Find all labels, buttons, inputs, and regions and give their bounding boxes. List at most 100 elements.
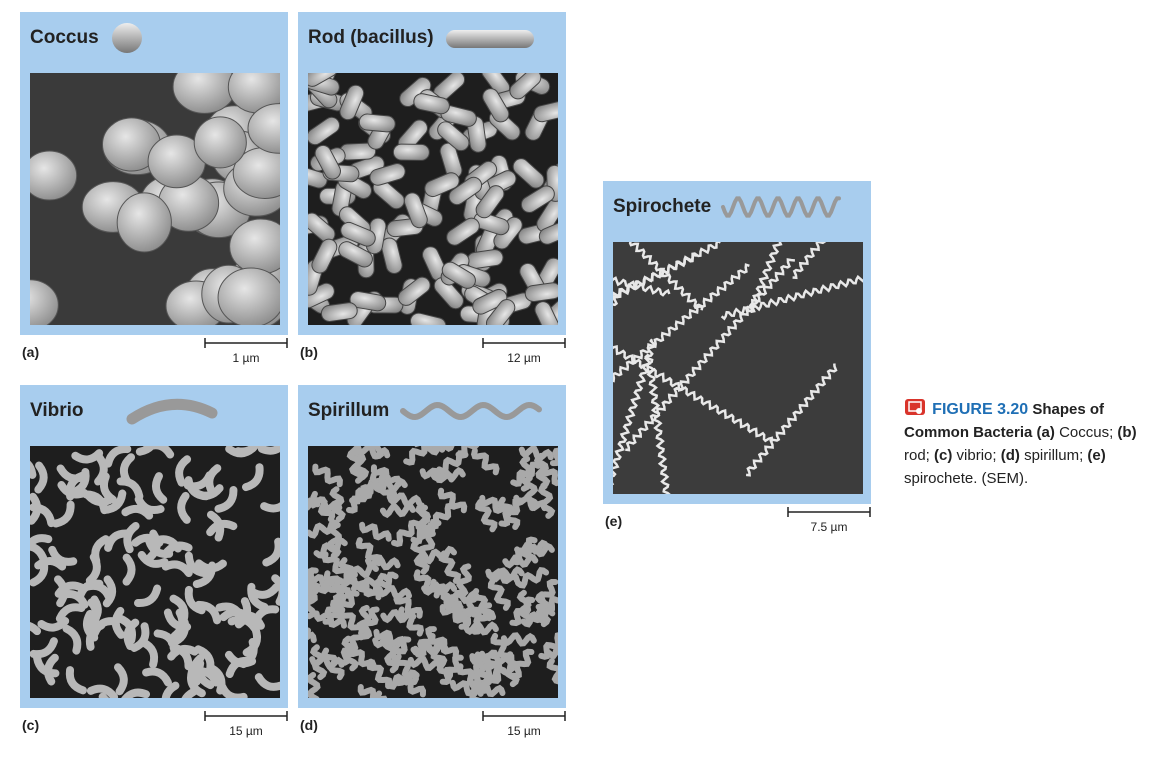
cell <box>262 537 280 567</box>
cell <box>510 648 535 680</box>
panel-letter: (e) <box>605 513 623 529</box>
cell <box>360 472 391 500</box>
cell <box>437 487 468 514</box>
cell <box>121 504 154 520</box>
cell <box>206 510 225 542</box>
cell <box>161 681 180 698</box>
scale-bar <box>787 507 871 517</box>
cell <box>613 345 774 443</box>
cell <box>421 545 457 565</box>
cell <box>369 163 406 186</box>
cell <box>392 143 430 161</box>
shape-icon <box>400 401 543 421</box>
cell <box>397 606 424 637</box>
cell <box>500 632 537 647</box>
panel-letter: (b) <box>300 344 318 360</box>
panel-title: Coccus <box>30 27 99 48</box>
cell <box>123 618 140 651</box>
cell <box>86 684 119 698</box>
scale-bar <box>482 338 566 348</box>
cell <box>321 551 351 579</box>
cell <box>485 659 520 682</box>
cell <box>184 585 206 615</box>
cell <box>424 172 460 198</box>
cell <box>397 276 431 306</box>
cell <box>441 261 476 289</box>
cell <box>217 267 280 325</box>
cell <box>628 242 704 311</box>
cell <box>546 657 558 685</box>
cell <box>308 73 339 87</box>
cell <box>82 490 109 515</box>
cell <box>748 242 783 314</box>
cell <box>380 237 403 274</box>
cell <box>613 263 750 383</box>
cell <box>533 100 558 123</box>
cell <box>792 242 827 280</box>
cell <box>520 185 555 213</box>
cell <box>485 568 520 585</box>
cell <box>116 192 172 253</box>
cell <box>376 585 412 601</box>
caption-letter: (c) <box>934 447 953 464</box>
caption-letter: (e) <box>1087 447 1106 464</box>
panel-title: Spirochete <box>613 196 712 217</box>
panel-letter: (a) <box>22 344 40 360</box>
cell <box>515 566 550 589</box>
cell <box>241 463 264 492</box>
shape-icon <box>111 23 142 53</box>
panel: Spirillum (d) 15 µm <box>298 385 566 745</box>
cell <box>308 212 336 243</box>
cell <box>535 579 558 610</box>
cell <box>30 556 49 587</box>
cell <box>531 596 558 624</box>
cell <box>403 192 428 229</box>
figure-title: Shapes of Common Bacteria <box>904 401 1105 441</box>
image-frame <box>298 437 566 708</box>
panel-title: Rod (bacillus) <box>308 27 434 48</box>
cell <box>135 446 157 456</box>
cell <box>87 598 101 631</box>
cell <box>346 448 365 484</box>
cell <box>512 158 545 189</box>
cell <box>142 667 172 687</box>
cell <box>365 555 401 571</box>
cell <box>644 353 671 494</box>
cell <box>218 682 248 698</box>
cell <box>322 593 345 625</box>
cell <box>415 502 434 538</box>
cell <box>58 589 89 609</box>
shape-icon <box>126 398 217 425</box>
cell <box>192 561 217 589</box>
cell <box>308 631 317 644</box>
shape-icon <box>721 196 842 218</box>
cell <box>134 495 165 515</box>
cell <box>745 363 838 477</box>
scale-bar-line <box>787 507 871 517</box>
cell <box>181 688 198 698</box>
panel-header: Spirillum <box>298 385 566 437</box>
cell <box>488 566 525 583</box>
panel: Vibrio (c) 15 µm <box>20 385 288 745</box>
cell <box>323 570 352 599</box>
cell <box>30 542 48 562</box>
cell <box>338 557 360 592</box>
cell <box>163 608 192 631</box>
cell <box>357 684 388 698</box>
cell <box>403 446 432 466</box>
cell <box>410 518 442 545</box>
scale-bar-line <box>204 711 288 721</box>
caption-text: spirillum; <box>1024 447 1084 464</box>
cell <box>444 589 481 604</box>
cell <box>436 450 469 475</box>
cell <box>509 596 536 627</box>
cell <box>169 643 193 671</box>
cell <box>613 242 721 301</box>
cell <box>355 572 390 593</box>
panel: Spirochete (e) 7.5 µm <box>603 181 871 541</box>
cell <box>358 113 396 133</box>
cell <box>247 582 269 612</box>
image-frame <box>298 64 566 335</box>
panel-header: Vibrio <box>20 385 288 437</box>
cell <box>475 498 498 533</box>
